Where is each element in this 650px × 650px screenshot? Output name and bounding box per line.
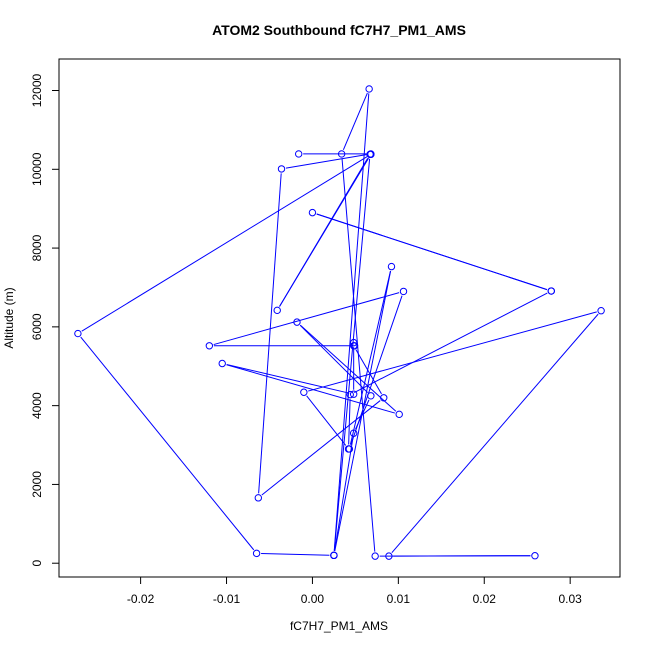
y-axis: 0 2000 4000 6000 8000 10000 12000 [30, 74, 60, 567]
data-point [349, 390, 358, 398]
x-tick-label: -0.01 [213, 592, 241, 606]
data-point [349, 338, 358, 347]
data-point [367, 150, 375, 158]
data-point [399, 287, 408, 296]
data-point [254, 494, 263, 502]
series-segment [316, 213, 548, 291]
data-point [74, 329, 82, 338]
y-tick-label: 0 [30, 560, 44, 567]
series-2 [254, 150, 388, 502]
data-point [346, 390, 354, 399]
x-tick-label: 0.02 [473, 592, 497, 606]
data-point [300, 388, 308, 396]
data-point [273, 306, 281, 315]
series-segment [213, 292, 400, 346]
x-axis: -0.02 -0.01 0.00 0.01 0.02 0.03 [127, 576, 582, 606]
y-tick-label: 2000 [30, 471, 44, 498]
y-tick-label: 4000 [30, 392, 44, 419]
x-tick-label: -0.02 [127, 592, 155, 606]
y-axis-label: Altitude (m) [2, 287, 16, 348]
series-segment [333, 158, 371, 551]
data-point [597, 307, 605, 315]
series-segment [355, 349, 382, 395]
series-segment [261, 400, 381, 496]
data-point [277, 165, 286, 173]
series-segment [299, 324, 369, 393]
y-tick-label: 10000 [30, 152, 44, 186]
series-segment [341, 158, 376, 552]
data-point [349, 429, 358, 437]
data-point [349, 342, 358, 350]
data-point [308, 208, 317, 217]
data-point [547, 287, 555, 295]
data-point [367, 392, 375, 400]
data-point [330, 551, 338, 560]
chart-title: ATOM2 Southbound fC7H7_PM1_AMS [212, 22, 466, 38]
series-segment [306, 395, 347, 446]
data-point [294, 150, 303, 158]
series-1 [74, 85, 605, 560]
data-point [387, 262, 396, 271]
x-tick-label: 0.00 [301, 592, 325, 606]
y-tick-label: 12000 [30, 74, 44, 108]
plot-frame [58, 58, 621, 578]
series-layer [74, 85, 605, 560]
series-segment [226, 364, 350, 394]
y-tick-label: 8000 [30, 234, 44, 261]
data-point [205, 342, 214, 350]
data-point [252, 549, 261, 558]
y-tick-label: 6000 [30, 313, 44, 340]
data-point [344, 445, 353, 453]
series-segment [261, 552, 330, 556]
series-segment [342, 92, 368, 150]
series-segment [348, 399, 351, 445]
x-tick-label: 0.01 [387, 592, 411, 606]
series-segment [308, 311, 597, 392]
data-point [395, 410, 403, 419]
x-axis-label: fC7H7_PM1_AMS [290, 619, 388, 633]
series-segment [258, 173, 282, 494]
series-segment [391, 313, 599, 554]
x-tick-label: 0.03 [558, 592, 582, 606]
data-point [531, 552, 539, 560]
series-segment [333, 93, 370, 551]
series-segment [354, 292, 548, 393]
series-segment [279, 157, 369, 307]
series-segment [81, 156, 368, 332]
series-segment [334, 437, 354, 551]
data-point [218, 359, 226, 368]
series-segment [349, 270, 391, 445]
data-point [365, 85, 373, 93]
data-point [380, 394, 388, 402]
data-point [371, 552, 379, 560]
data-point [385, 552, 393, 560]
series-segment [80, 336, 255, 551]
data-point [293, 318, 301, 326]
series-segment [285, 154, 367, 169]
